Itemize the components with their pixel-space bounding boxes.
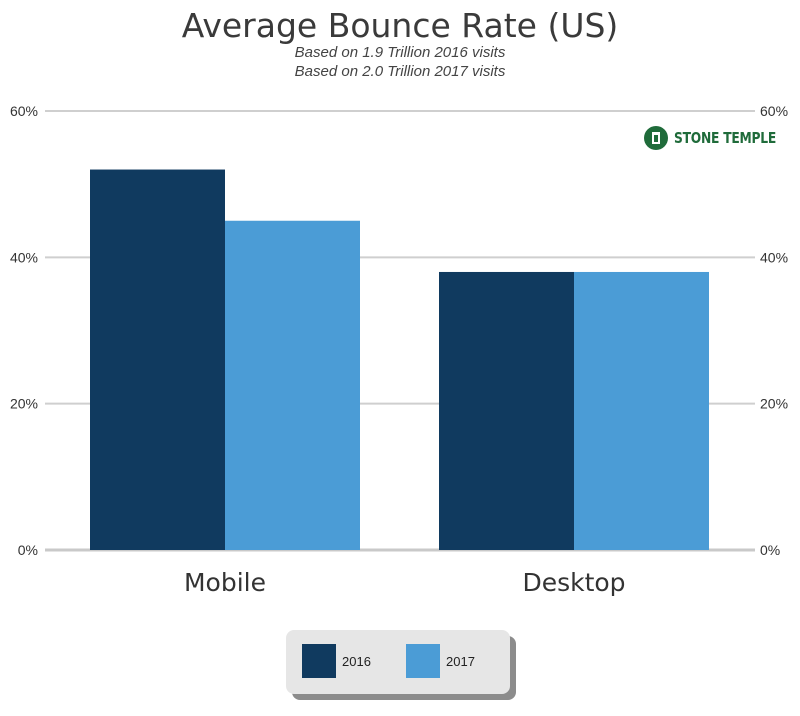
legend-label-2017: 2017 [446,653,475,669]
bar-mobile-2017 [225,220,360,550]
legend-item-2016: 2016 [302,644,371,678]
legend-swatch-2017 [406,644,440,678]
y-tick-label-right: 40% [760,249,788,265]
x-category-label: Desktop [522,568,625,597]
y-tick-label-right: 20% [760,396,788,412]
y-tick-label-left: 60% [10,103,38,119]
legend-label-2016: 2016 [342,653,371,669]
logo-text: STONE TEMPLE [674,129,777,147]
legend: 2016 2017 [286,630,510,694]
y-tick-label-left: 40% [10,249,38,265]
y-tick-label-right: 0% [760,542,780,558]
bar-mobile-2016 [90,169,225,551]
pillar-icon [644,126,668,150]
x-category-label: Mobile [184,568,266,597]
bar-desktop-2016 [439,271,574,550]
bar-chart: 0% 0% 20% 20% 40% 40% 60% 60% Mobile Desktop [10,103,788,597]
chart-title: Average Bounce Rate (US) [181,6,619,45]
y-tick-label-right: 60% [760,103,788,119]
bar-desktop-2017 [574,271,709,550]
chart-subtitle-1: Based on 1.9 Trillion 2016 visits [294,44,506,61]
legend-item-2017: 2017 [406,644,475,678]
y-tick-label-left: 0% [18,542,38,558]
stone-temple-logo: STONE TEMPLE [644,126,798,150]
chart-subtitle-2: Based on 2.0 Trillion 2017 visits [294,63,506,80]
y-tick-label-left: 20% [10,396,38,412]
legend-swatch-2016 [302,644,336,678]
